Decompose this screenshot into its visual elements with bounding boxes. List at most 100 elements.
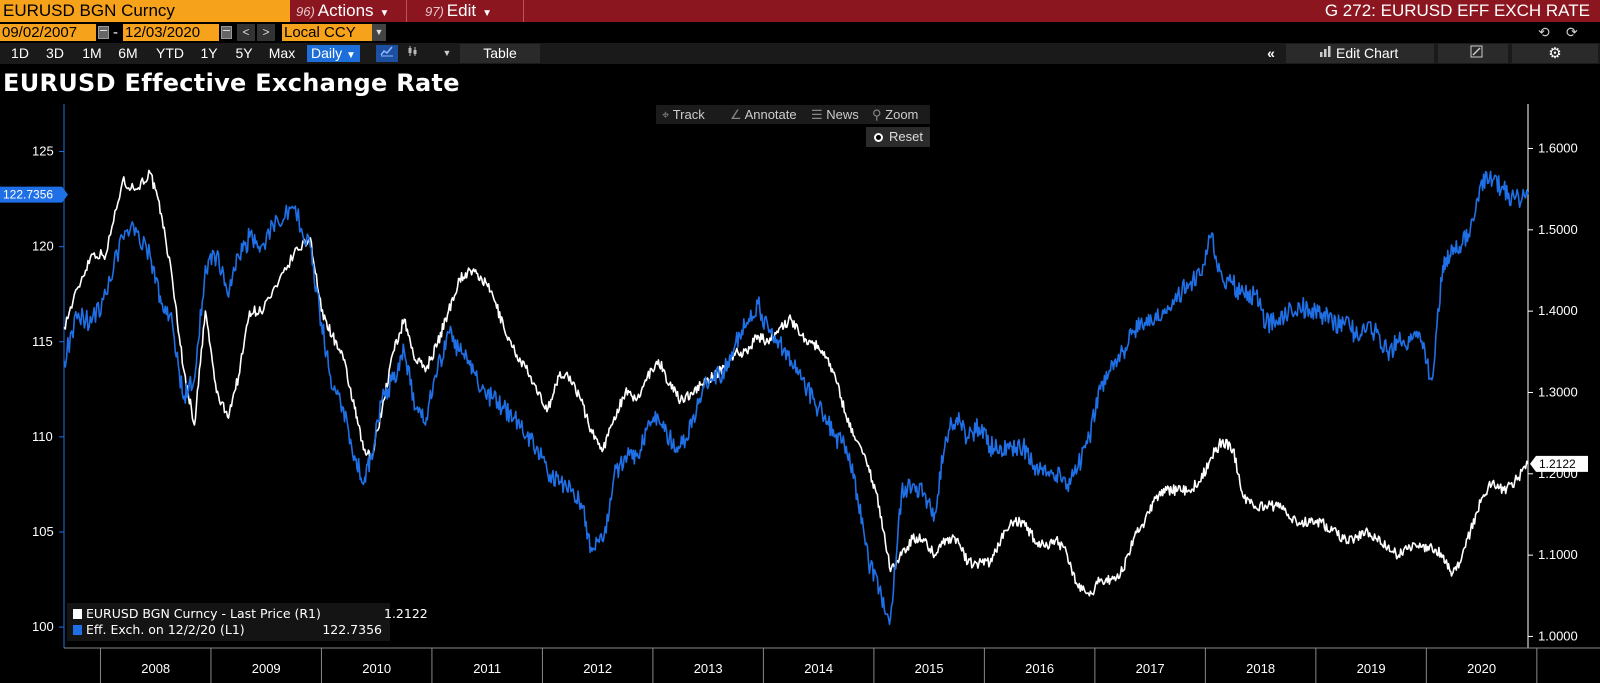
date-range-row: 09/02/2007 - 12/03/2020 < > Local CCY ▼ … [0,24,1600,42]
edit-menu-label: Edit [446,1,477,20]
annotate-label: Annotate [744,107,797,122]
candlestick-chart-icon[interactable] [402,45,424,62]
news-button[interactable]: ☰ News [811,105,859,124]
period-1m-button[interactable]: 1M [82,45,102,61]
x-axis-year-label: 2012 [583,661,612,676]
calendar-icon[interactable] [221,26,232,39]
period-1y-button[interactable]: 1Y [200,45,218,61]
left-axis-tick-label: 125 [32,144,54,159]
legend-series-value: 122.7356 [322,622,382,637]
left-axis-tick-label: 120 [32,239,54,254]
price-chart[interactable]: 1001051101151201251.00001.10001.20001.30… [0,95,1600,683]
date-range-dash: - [113,24,118,41]
edit-menu-button[interactable]: 97) Edit ▼ [425,0,492,22]
chevron-down-icon: ▼ [379,8,390,19]
command-bar: EURUSD BGN Curncy 96) Actions ▼ 97) Edit ▼ G… [0,0,1600,22]
left-axis-tick-label: 100 [32,619,54,634]
edit-chart-button[interactable]: Edit Chart [1336,45,1399,61]
legend-series-name: Eff. Exch. on 12/2/20 (L1) [86,622,245,637]
period-6m-button[interactable]: 6M [118,45,138,61]
period-max-button[interactable]: Max [268,45,296,61]
x-axis-year-label: 2019 [1357,661,1386,676]
redo-icon[interactable]: ⟳ [1566,24,1578,40]
chart-legend: EURUSD BGN Curncy - Last Price (R1) 1.21… [67,603,428,641]
eurusd-price-line[interactable] [63,169,1529,597]
reset-label: Reset [889,129,923,144]
table-button[interactable]: Table [483,45,517,61]
annotate-button[interactable]: ∠ Annotate [730,105,797,124]
crosshair-icon: ⌖ [662,107,670,122]
period-3d-button[interactable]: 3D [46,45,64,61]
legend-swatch [73,609,82,619]
menu-divider [406,0,407,22]
reset-zoom-button[interactable]: Reset [866,127,930,147]
pencil-icon[interactable] [1468,45,1484,62]
frequency-select[interactable]: Daily ▼ [307,45,360,62]
effective-exchange-rate-line[interactable] [63,170,1529,626]
period-1d-button[interactable]: 1D [11,45,29,61]
chevron-down-icon[interactable]: ▼ [372,24,386,41]
legend-series-value: 1.2122 [384,606,428,621]
right-axis-tick-label: 1.0000 [1538,628,1578,643]
settings-button-frame [1512,44,1598,63]
x-axis-year-label: 2013 [694,661,723,676]
previous-period-button[interactable]: < [237,24,255,41]
legend-item-effective-exchange[interactable]: Eff. Exch. on 12/2/20 (L1) 122.7356 [73,622,384,638]
menu-divider [523,0,524,22]
actions-menu-label: Actions [317,1,374,20]
x-axis-year-label: 2017 [1136,661,1165,676]
track-label: Track [672,107,705,122]
edit-menu-number: 97) [425,4,444,19]
x-axis-year-label: 2015 [915,661,944,676]
legend-item-eurusd[interactable]: EURUSD BGN Curncy - Last Price (R1) 1.21… [73,606,428,622]
bar-chart-icon [1318,45,1334,62]
line-chart-icon[interactable] [376,45,398,62]
period-ytd-button[interactable]: YTD [156,45,184,61]
next-period-button[interactable]: > [257,24,275,41]
chevron-down-icon: ▼ [346,50,356,61]
zoom-label: Zoom [885,107,919,122]
undo-icon[interactable]: ⟲ [1538,24,1550,40]
legend-series-name: EURUSD BGN Curncy - Last Price (R1) [86,606,321,621]
left-axis-tick-label: 110 [32,429,53,444]
actions-menu-button[interactable]: 96) Actions ▼ [296,0,389,22]
left-last-value-label: 122.7356 [3,188,53,202]
zoom-button[interactable]: ⚲ Zoom [872,105,918,124]
chart-toolbar: 1D 3D 1M 6M YTD 1Y 5Y Max Daily ▼ ▼ Tabl… [0,43,1600,64]
frequency-label: Daily [311,45,343,61]
x-axis-year-label: 2009 [252,661,281,676]
chart-tools-bar: ⌖ Track ∠ Annotate ☰ News ⚲ Zoom [656,105,930,124]
x-axis-year-label: 2010 [362,661,391,676]
x-axis-year-label: 2016 [1025,661,1054,676]
right-last-value-badge [1536,455,1588,472]
left-last-value-badge-pointer [62,186,68,203]
period-5y-button[interactable]: 5Y [235,45,253,61]
security-ticker-field[interactable]: EURUSD BGN Curncy [0,0,290,22]
right-last-value-label: 1.2122 [1539,457,1576,471]
actions-menu-number: 96) [296,4,315,19]
pen-icon: ∠ [730,107,742,122]
left-axis-tick-label: 105 [32,524,54,539]
calendar-icon[interactable] [98,26,109,39]
start-date-field[interactable]: 09/02/2007 [0,24,96,41]
right-axis-tick-label: 1.5000 [1538,222,1578,237]
currency-select[interactable]: Local CCY [282,24,372,41]
track-button[interactable]: ⌖ Track [662,105,705,124]
function-title: G 272: EURUSD EFF EXCH RATE [1324,1,1590,20]
right-axis-tick-label: 1.4000 [1538,303,1578,318]
chevron-down-icon: ▼ [482,8,492,19]
x-axis-year-label: 2018 [1246,661,1275,676]
right-axis-tick-label: 1.1000 [1538,547,1578,562]
x-axis-year-label: 2011 [473,661,501,676]
end-date-field[interactable]: 12/03/2020 [123,24,219,41]
double-chevron-left-icon[interactable]: « [1267,45,1275,61]
news-label: News [826,107,859,122]
chevron-down-icon[interactable]: ▼ [442,48,452,58]
reset-icon [874,133,883,142]
news-icon: ☰ [811,107,823,122]
right-axis-tick-label: 1.6000 [1538,140,1578,155]
right-last-value-badge-pointer [1530,455,1536,472]
right-axis-tick-label: 1.3000 [1538,384,1578,399]
chart-title: EURUSD Effective Exchange Rate [3,69,460,97]
gear-icon[interactable]: ⚙ [1548,45,1562,62]
